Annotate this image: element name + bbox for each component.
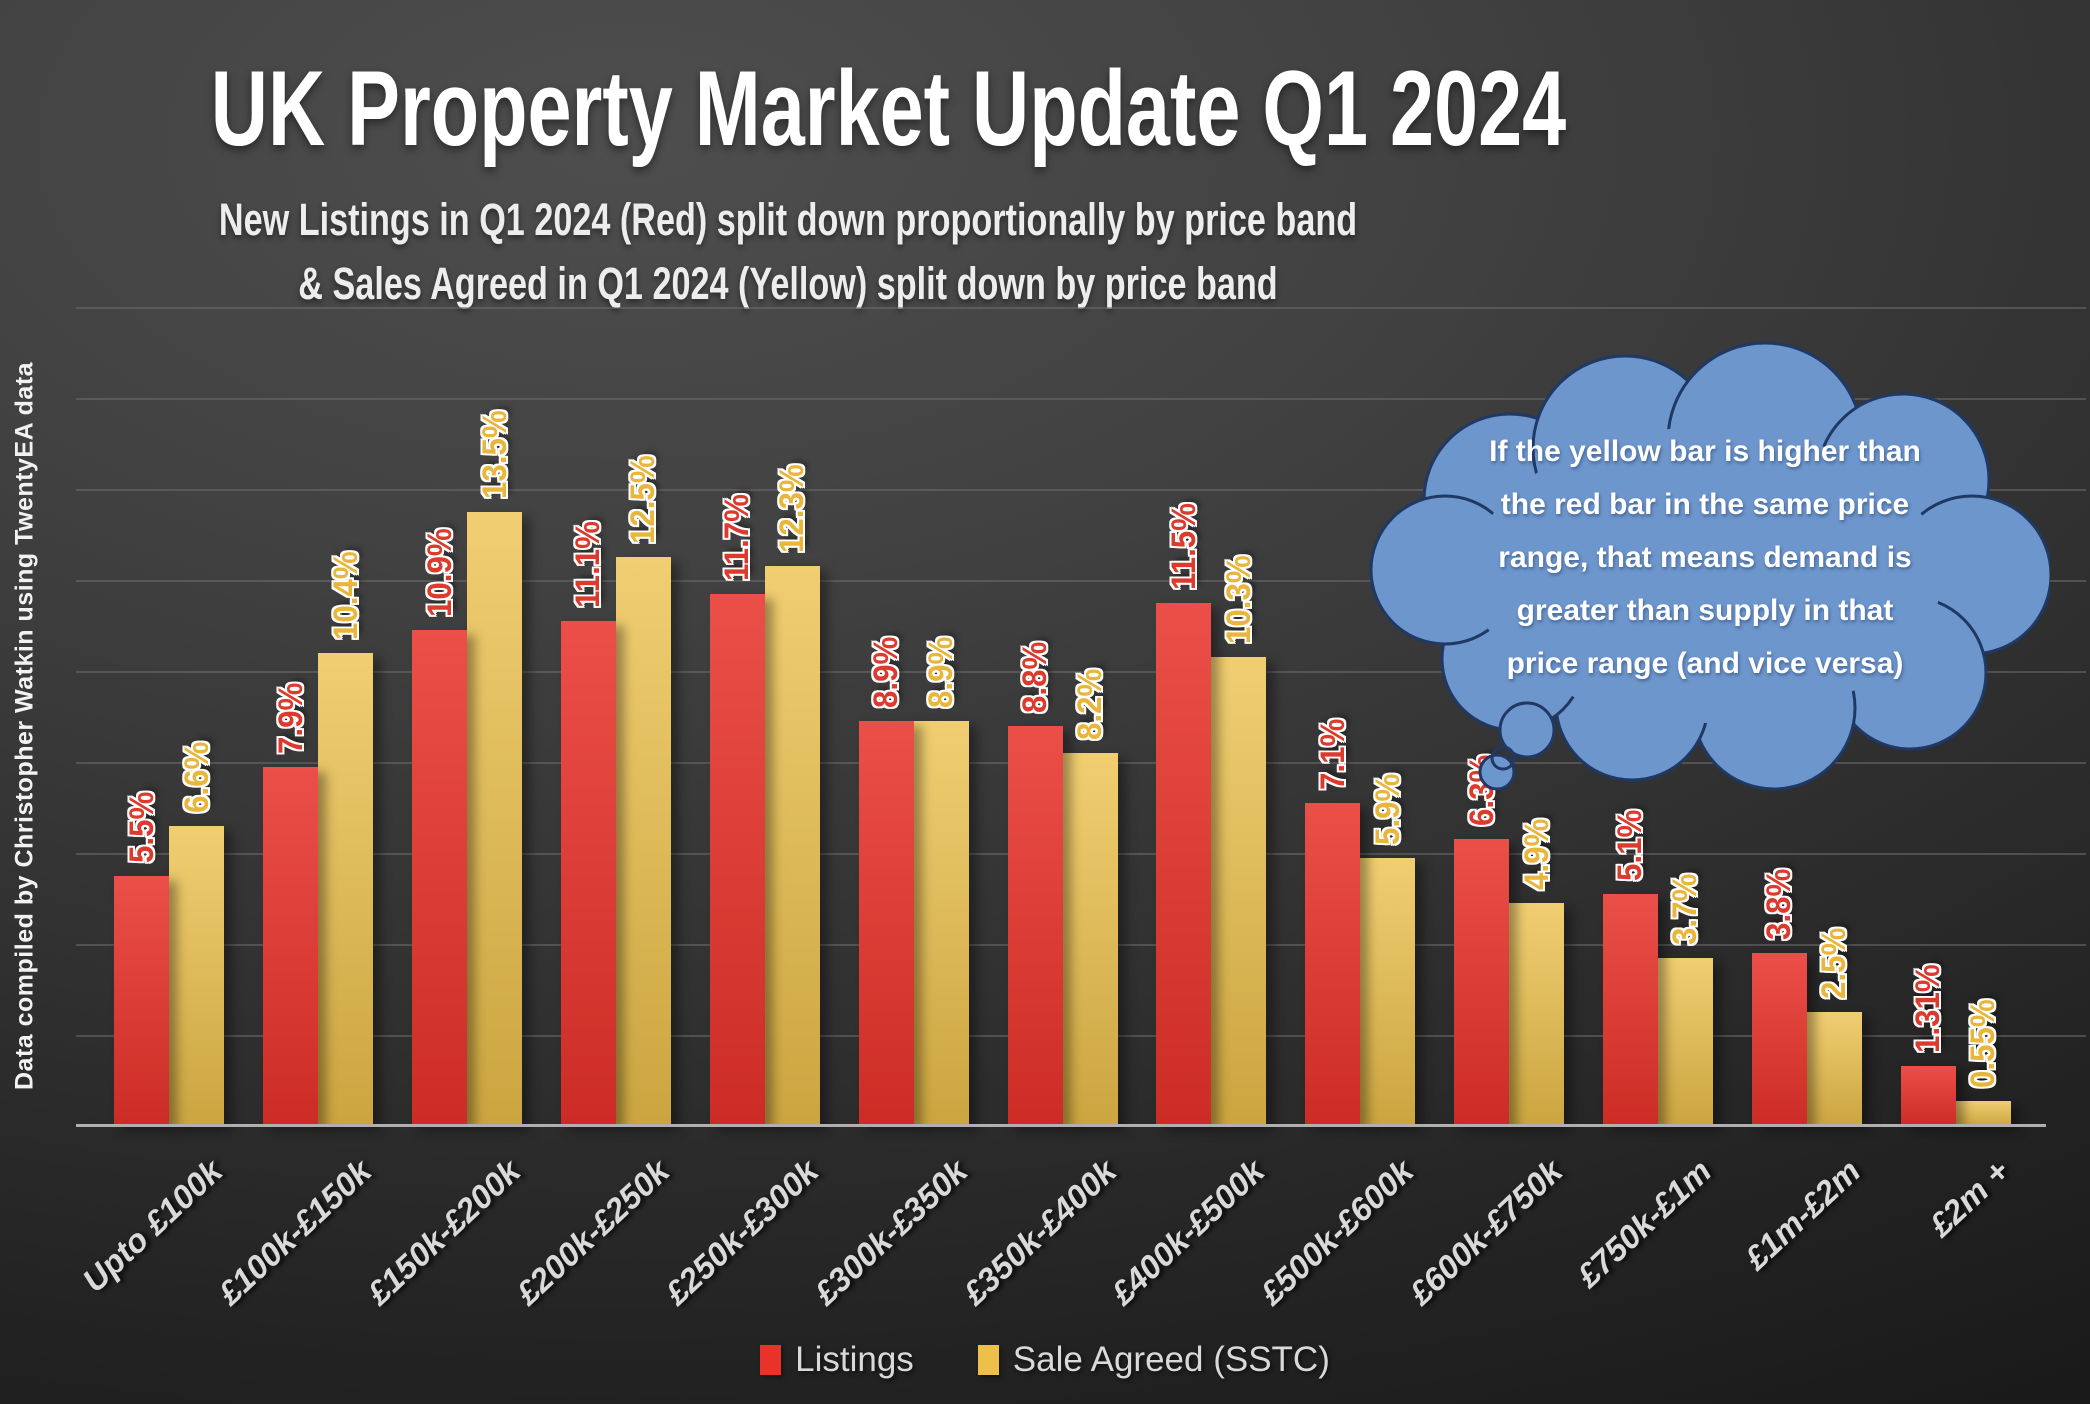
- subtitle-line-1: New Listings in Q1 2024 (Red) split down…: [218, 194, 1358, 246]
- x-axis-label-4: £250k-£300k: [657, 1152, 826, 1312]
- x-axis-label-3: £200k-£250k: [508, 1152, 677, 1312]
- bar-sales-6: [1062, 753, 1118, 1126]
- bar-value-text: 3.8%: [1760, 868, 1799, 940]
- bar-listings-6: [1007, 726, 1063, 1126]
- bar-value-text: 12.3%: [773, 464, 812, 553]
- bar-sales-2: [467, 512, 523, 1126]
- thought-bubble-line-0: If the yellow bar is higher than: [1489, 435, 1921, 468]
- bar-listings-1: [263, 767, 319, 1126]
- bar-sales-0: [169, 826, 225, 1126]
- bar-listings-5: [858, 721, 914, 1126]
- x-axis-label-7: £400k-£500k: [1104, 1152, 1272, 1312]
- header: UK Property Market Update Q1 2024 New Li…: [8, 0, 1568, 310]
- bar-sales-3: [615, 557, 671, 1126]
- bar-listings-3: [560, 621, 616, 1126]
- x-axis-label-11: £1m-£2m: [1737, 1152, 1867, 1277]
- bar-value-text: 8.9%: [922, 636, 961, 708]
- chart-subtitle: New Listings in Q1 2024 (Red) split down…: [8, 188, 1568, 316]
- legend-swatch-listings-icon: [760, 1345, 782, 1375]
- bar-value-text: 3.7%: [1666, 873, 1705, 945]
- bar-value-text: 10.3%: [1219, 555, 1258, 644]
- bar-value-text: 10.4%: [326, 551, 365, 640]
- bar-sales-1: [318, 653, 374, 1126]
- gridline: [76, 307, 2086, 309]
- gridline: [76, 671, 2086, 673]
- bar-value-text: 11.1%: [569, 521, 608, 608]
- thought-bubble-line-3: greater than supply in that: [1516, 594, 1894, 627]
- thought-bubble-line-1: the red bar in the same price: [1500, 488, 1910, 521]
- x-axis-line: [76, 1124, 2046, 1127]
- x-axis-label-6: £350k-£400k: [955, 1152, 1123, 1312]
- bar-listings-7: [1156, 603, 1212, 1126]
- bar-value-text: 0.55%: [1964, 999, 2003, 1088]
- x-axis-label-1: £100k-£150k: [210, 1152, 379, 1312]
- bar-sales-5: [913, 721, 969, 1126]
- x-axis-label-9: £600k-£750k: [1401, 1152, 1570, 1312]
- thought-bubble-line-4: price range (and vice versa): [1506, 647, 1904, 680]
- subtitle-line-2: & Sales Agreed in Q1 2024 (Yellow) split…: [298, 258, 1278, 310]
- bar-value-text: 8.8%: [1016, 641, 1054, 713]
- bar-value-text: 5.5%: [122, 791, 161, 863]
- x-axis-label-8: £500k-£600k: [1252, 1152, 1421, 1312]
- bar-value-text: 6.6%: [177, 741, 216, 813]
- bar-value-text: 4.9%: [1517, 818, 1556, 890]
- bar-sales-12: [1955, 1101, 2011, 1126]
- gridline: [76, 398, 2086, 400]
- bar-listings-2: [412, 630, 468, 1126]
- bar-listings-0: [114, 876, 170, 1126]
- bar-listings-11: [1751, 953, 1807, 1126]
- bar-value-text: 1.31%: [1909, 964, 1948, 1053]
- x-axis-label-5: £300k-£350k: [806, 1152, 974, 1312]
- bar-listings-8: [1305, 803, 1361, 1126]
- thought-bubble-icon: [1369, 341, 2050, 791]
- page-title: UK Property Market Update Q1 2024: [210, 48, 1567, 168]
- bar-value-text: 13.5%: [475, 410, 514, 499]
- x-axis-label-12: £2m +: [1921, 1152, 2016, 1244]
- bar-value-text: 8.9%: [867, 636, 906, 708]
- gridline: [76, 489, 2086, 491]
- x-axis-label-2: £150k-£200k: [359, 1152, 528, 1312]
- bar-value-text: 5.1%: [1611, 809, 1650, 881]
- bar-listings-10: [1602, 894, 1658, 1126]
- bar-value-text: 12.5%: [624, 455, 663, 544]
- bar-value-text: 2.5%: [1815, 927, 1854, 999]
- bar-listings-4: [709, 594, 765, 1126]
- bar-sales-9: [1509, 903, 1565, 1126]
- legend-item-listings: Listings: [760, 1340, 914, 1380]
- bar-value-text: 8.2%: [1071, 668, 1109, 740]
- bar-sales-10: [1657, 958, 1713, 1126]
- thought-bubble-text: If the yellow bar is higher than the red …: [1425, 425, 1985, 690]
- bar-sales-8: [1360, 858, 1416, 1126]
- bar-sales-11: [1806, 1012, 1862, 1126]
- bar-value-text: 11.5%: [1164, 503, 1203, 590]
- bar-sales-4: [764, 566, 820, 1126]
- thought-bubble-line-2: range, that means demand is: [1498, 541, 1912, 574]
- legend-item-sales: Sale Agreed (SSTC): [977, 1340, 1330, 1380]
- x-axis-label-10: £750k-£1m: [1569, 1152, 1719, 1295]
- bar-listings-9: [1454, 839, 1510, 1126]
- legend-label-listings: Listings: [795, 1340, 914, 1379]
- legend-swatch-sales-icon: [977, 1345, 999, 1375]
- bar-value-text: 7.1%: [1313, 718, 1352, 790]
- bar-value-text: 11.7%: [718, 494, 757, 581]
- bar-listings-12: [1900, 1066, 1956, 1126]
- legend-label-sales: Sale Agreed (SSTC): [1012, 1340, 1330, 1379]
- bar-value-text: 10.9%: [420, 528, 459, 617]
- legend: Listings Sale Agreed (SSTC): [0, 1340, 2090, 1380]
- gridline: [76, 580, 2086, 582]
- x-axis-label-0: Upto £100k: [75, 1152, 230, 1300]
- bar-sales-7: [1211, 657, 1267, 1126]
- bar-value-text: 7.9%: [271, 682, 310, 754]
